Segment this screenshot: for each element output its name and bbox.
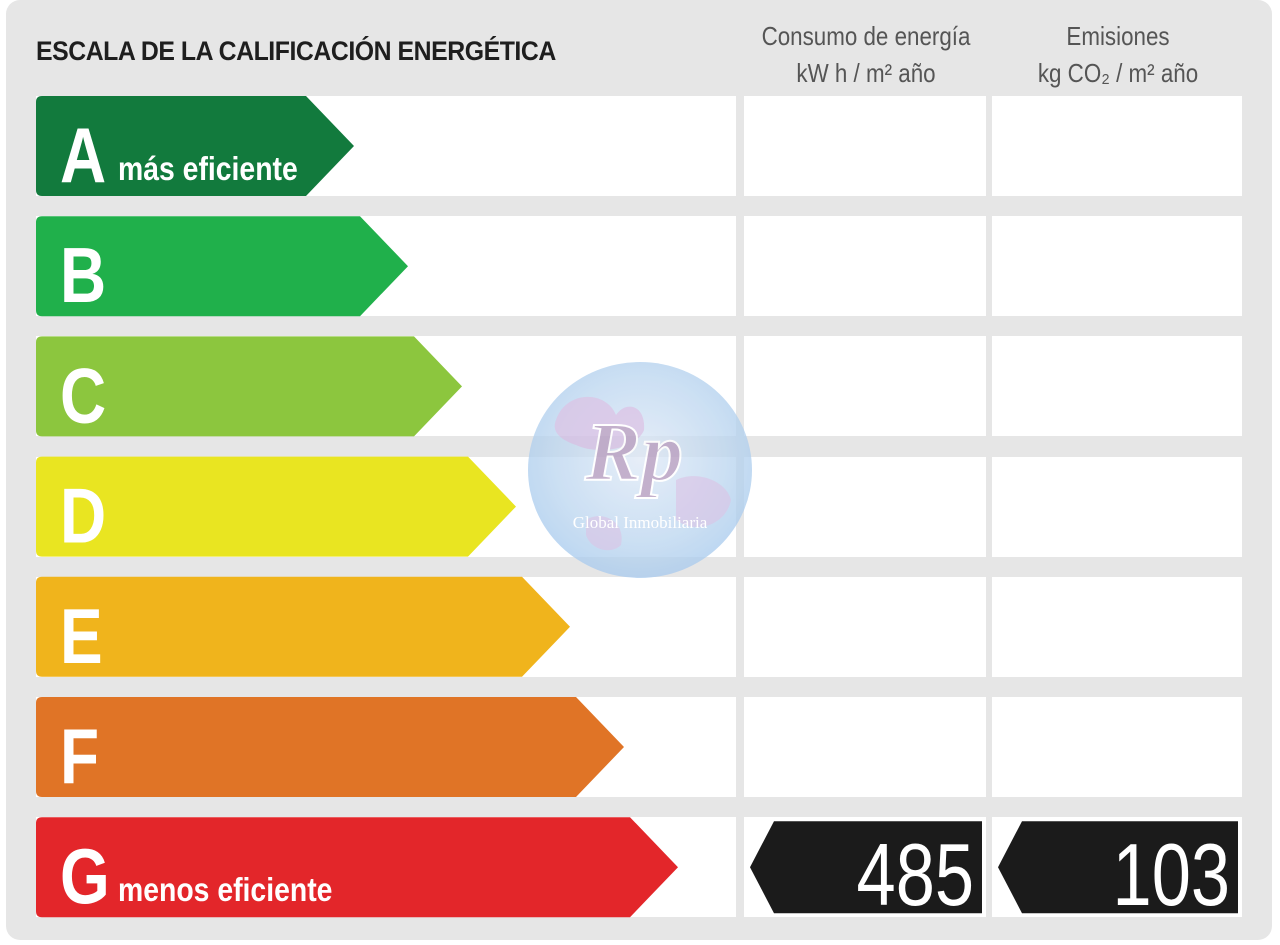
band-letter-g: G: [60, 833, 110, 920]
band-letter-a: A: [60, 112, 106, 199]
energy-rating-value: 485: [857, 826, 974, 924]
band-letter-e: E: [60, 593, 103, 680]
energy-cell-a: [744, 96, 986, 196]
band-letter-b: B: [60, 232, 106, 319]
emissions-column-unit: kg CO₂ / m² año: [1037, 58, 1199, 88]
band-arrow-a: [36, 96, 354, 196]
emissions-cell-b: [992, 216, 1242, 317]
energy-cell-d: [744, 456, 986, 557]
emissions-cell-f: [992, 697, 1242, 797]
band-sublabel-g: menos eficiente: [118, 871, 332, 909]
energy-column-header: Consumo de energía kW h / m² año: [744, 18, 988, 92]
emissions-rating-value: 103: [1113, 826, 1230, 924]
band-arrow-g: [36, 817, 678, 918]
band-arrow-b: [36, 216, 408, 317]
energy-column-unit: kW h / m² año: [796, 58, 936, 88]
emissions-cell-a: [992, 96, 1242, 196]
energy-cell-c: [744, 336, 986, 437]
energy-cell-f: [744, 697, 986, 797]
band-arrow-e: [36, 576, 570, 677]
band-arrow-c: [36, 336, 462, 437]
energy-cell-e: [744, 576, 986, 677]
band-sublabel-a: más eficiente: [118, 150, 298, 188]
emissions-rating-indicator: [998, 821, 1238, 914]
band-letter-d: D: [60, 473, 106, 560]
band-letter-f: F: [60, 713, 99, 800]
band-letter-c: C: [60, 352, 106, 439]
band-arrow-f: [36, 697, 624, 797]
scale-title: ESCALA DE LA CALIFICACIÓN ENERGÉTICA: [36, 36, 556, 66]
energy-column-title: Consumo de energía: [761, 21, 971, 51]
emissions-cell-c: [992, 336, 1242, 437]
emissions-column-header: Emisiones kg CO₂ / m² año: [994, 18, 1242, 92]
emissions-column-title: Emisiones: [1066, 21, 1170, 51]
emissions-cell-d: [992, 456, 1242, 557]
energy-cell-b: [744, 216, 986, 317]
emissions-cell-e: [992, 576, 1242, 677]
energy-rating-indicator: [750, 821, 982, 914]
band-arrow-d: [36, 456, 516, 557]
